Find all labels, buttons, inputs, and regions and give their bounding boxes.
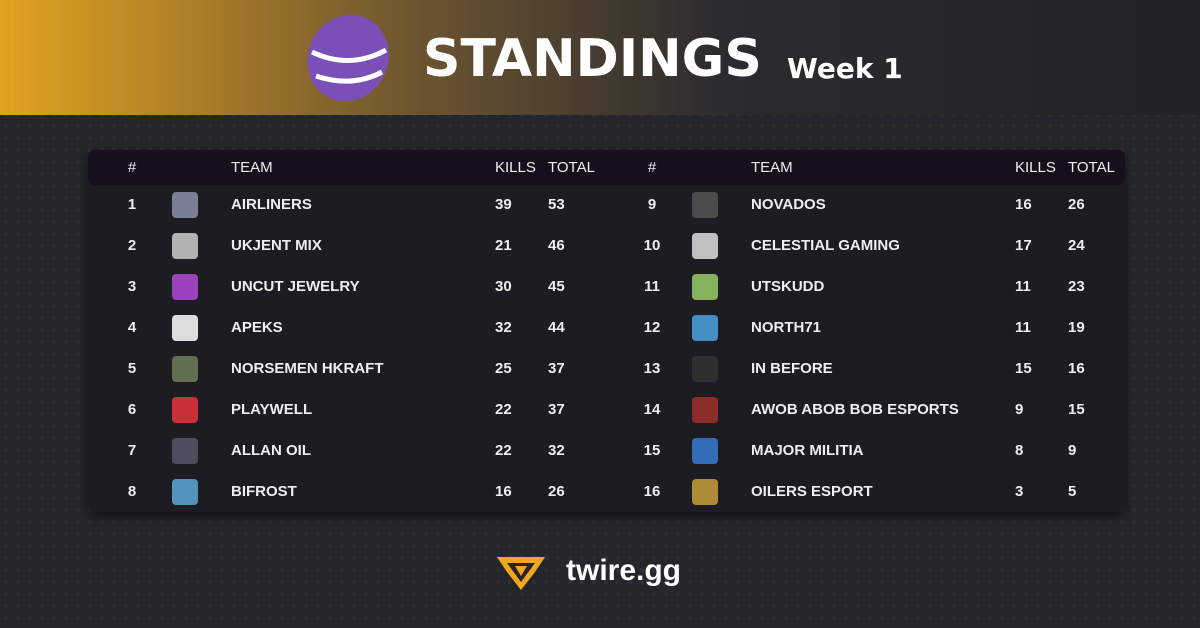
team-name: APEKS: [231, 319, 283, 336]
team-logo: [172, 233, 198, 259]
footer-logo: [497, 557, 545, 590]
cell: 37: [548, 401, 565, 418]
team-name: CELESTIAL GAMING: [751, 237, 900, 254]
header-band: [0, 0, 1200, 115]
cell: 3: [128, 278, 136, 295]
team-logo: [172, 479, 198, 505]
team-logo: [692, 315, 718, 341]
table-header-row: [88, 150, 1125, 185]
column-header: #: [128, 159, 137, 176]
team-name: NORTH71: [751, 319, 821, 336]
title: STANDINGS: [423, 29, 762, 89]
cell: 32: [548, 442, 565, 459]
team-logo: [692, 438, 718, 464]
cell: 45: [548, 278, 565, 295]
cell: 7: [128, 442, 136, 459]
cell: 26: [1068, 196, 1085, 213]
column-header: #: [648, 159, 657, 176]
cell: 3: [1015, 483, 1023, 500]
team-name: AWOB ABOB BOB ESPORTS: [751, 401, 959, 418]
brand-logo: [307, 14, 389, 102]
cell: 22: [495, 442, 512, 459]
team-logo: [172, 274, 198, 300]
cell: 16: [1068, 360, 1085, 377]
cell: 25: [495, 360, 512, 377]
team-name: AIRLINERS: [231, 196, 312, 213]
cell: 1: [128, 196, 136, 213]
team-logo: [172, 397, 198, 423]
team-name: OILERS ESPORT: [751, 483, 873, 500]
cell: 11: [644, 278, 660, 295]
cell: 11: [1015, 278, 1031, 295]
cell: 53: [548, 196, 565, 213]
team-name: NORSEMEN HKRAFT: [231, 360, 384, 377]
cell: 15: [1068, 401, 1085, 418]
cell: 37: [548, 360, 565, 377]
cell: 23: [1068, 278, 1085, 295]
cell: 22: [495, 401, 512, 418]
team-name: UTSKUDD: [751, 278, 824, 295]
cell: 10: [644, 237, 661, 254]
cell: 32: [495, 319, 512, 336]
cell: 16: [644, 483, 661, 500]
cell: 19: [1068, 319, 1085, 336]
cell: 15: [644, 442, 661, 459]
team-logo: [692, 192, 718, 218]
column-header: TOTAL: [548, 159, 595, 176]
cell: 24: [1068, 237, 1085, 254]
cell: 12: [644, 319, 661, 336]
team-logo: [172, 438, 198, 464]
column-header: KILLS: [1015, 159, 1056, 176]
cell: 11: [1015, 319, 1031, 336]
cell: 2: [128, 237, 136, 254]
table-panel: [88, 150, 1125, 512]
column-header: TEAM: [231, 159, 273, 176]
cell: 39: [495, 196, 512, 213]
column-header: TEAM: [751, 159, 793, 176]
cell: 30: [495, 278, 512, 295]
team-name: UKJENT MIX: [231, 237, 322, 254]
cell: 9: [648, 196, 656, 213]
cell: 6: [128, 401, 136, 418]
column-header: TOTAL: [1068, 159, 1115, 176]
subtitle: Week 1: [787, 52, 903, 85]
cell: 26: [548, 483, 565, 500]
cell: 13: [644, 360, 661, 377]
team-name: BIFROST: [231, 483, 297, 500]
cell: 5: [128, 360, 136, 377]
team-name: PLAYWELL: [231, 401, 312, 418]
cell: 8: [1015, 442, 1023, 459]
column-header: KILLS: [495, 159, 536, 176]
cell: 14: [644, 401, 661, 418]
team-logo: [692, 479, 718, 505]
cell: 4: [128, 319, 137, 336]
cell: 17: [1015, 237, 1032, 254]
team-logo: [172, 356, 198, 382]
team-logo: [692, 274, 718, 300]
cell: 21: [495, 237, 512, 254]
cell: 8: [128, 483, 136, 500]
team-name: IN BEFORE: [751, 360, 833, 377]
footer-brand: twire.gg: [566, 554, 681, 587]
cell: 15: [1015, 360, 1032, 377]
cell: 9: [1068, 442, 1076, 459]
team-name: MAJOR MILITIA: [751, 442, 864, 459]
team-logo: [692, 397, 718, 423]
cell: 44: [548, 319, 565, 336]
cell: 9: [1015, 401, 1023, 418]
team-logo: [692, 356, 718, 382]
cell: 16: [495, 483, 512, 500]
team-name: NOVADOS: [751, 196, 826, 213]
team-name: ALLAN OIL: [231, 442, 311, 459]
team-logo: [172, 192, 198, 218]
cell: 16: [1015, 196, 1032, 213]
cell: 5: [1068, 483, 1076, 500]
cell: 46: [548, 237, 565, 254]
team-name: UNCUT JEWELRY: [231, 278, 360, 295]
team-logo: [172, 315, 198, 341]
team-logo: [692, 233, 718, 259]
